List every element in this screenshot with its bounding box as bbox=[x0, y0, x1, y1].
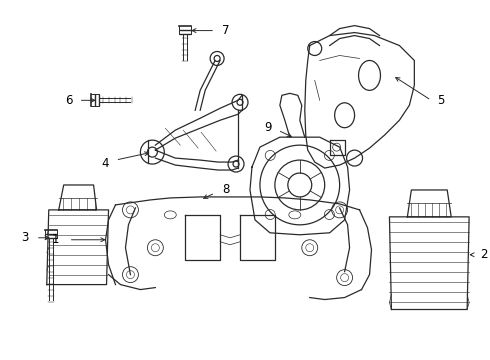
Text: 8: 8 bbox=[222, 184, 229, 197]
Text: 9: 9 bbox=[265, 121, 272, 134]
Text: 1: 1 bbox=[51, 233, 59, 246]
Text: 4: 4 bbox=[101, 157, 108, 170]
Text: 5: 5 bbox=[437, 94, 444, 107]
Text: 6: 6 bbox=[65, 94, 73, 107]
Text: 7: 7 bbox=[222, 24, 230, 37]
Text: 2: 2 bbox=[480, 248, 488, 261]
Text: 3: 3 bbox=[22, 231, 29, 244]
